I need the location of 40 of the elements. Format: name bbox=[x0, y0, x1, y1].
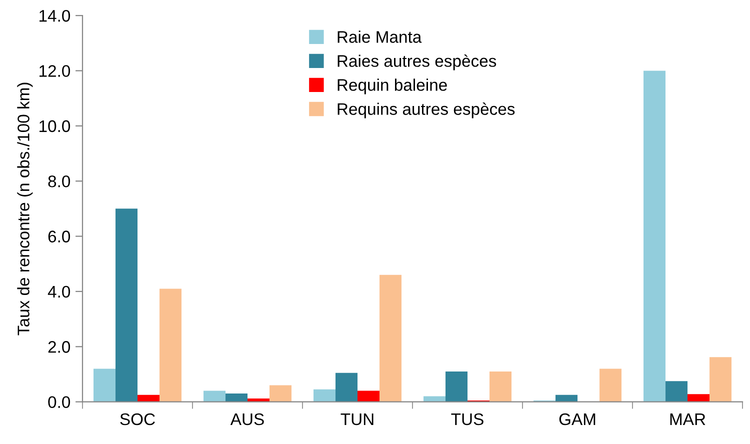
x-tick-label: AUS bbox=[230, 413, 264, 426]
y-tick-label: 0.0 bbox=[48, 396, 70, 408]
bar bbox=[710, 357, 732, 402]
x-tick-label: GAM bbox=[559, 413, 596, 426]
bar bbox=[644, 70, 666, 402]
x-tick-label: TUS bbox=[451, 413, 484, 426]
y-tick-label: 12.0 bbox=[40, 65, 70, 77]
bar bbox=[600, 368, 622, 402]
bar bbox=[94, 368, 116, 402]
bar bbox=[424, 396, 446, 402]
y-tick-label: 4.0 bbox=[48, 286, 70, 298]
y-axis-title: Taux de rencontre (n obs./100 km) bbox=[17, 82, 33, 336]
legend-label: Requin baleine bbox=[338, 78, 447, 94]
legend-label: Raies autres espèces bbox=[338, 54, 496, 70]
bar bbox=[490, 371, 512, 402]
bar bbox=[116, 208, 138, 402]
bar bbox=[226, 394, 248, 402]
bar bbox=[160, 288, 182, 402]
y-tick-label: 10.0 bbox=[40, 120, 70, 132]
bar bbox=[380, 274, 402, 402]
bar bbox=[248, 398, 270, 402]
bar bbox=[688, 394, 710, 402]
bar bbox=[556, 394, 578, 402]
bar bbox=[358, 390, 380, 402]
bar bbox=[314, 389, 336, 402]
y-tick-label: 6.0 bbox=[48, 230, 70, 242]
legend-label: Raie Manta bbox=[338, 30, 422, 43]
bar bbox=[666, 381, 688, 402]
y-tick-label: 2.0 bbox=[48, 341, 70, 353]
x-tick-label: MAR bbox=[670, 414, 706, 426]
bar bbox=[336, 372, 358, 402]
bar bbox=[204, 390, 226, 402]
bar bbox=[446, 371, 468, 402]
x-tick-label: TUN bbox=[340, 414, 374, 426]
x-tick-label: SOC bbox=[120, 413, 155, 426]
legend-label: Requins autres espèces bbox=[338, 102, 515, 118]
y-tick-label: 14.0 bbox=[40, 10, 70, 22]
bar bbox=[270, 385, 292, 402]
y-tick-label: 8.0 bbox=[48, 175, 70, 188]
bar bbox=[138, 394, 160, 402]
